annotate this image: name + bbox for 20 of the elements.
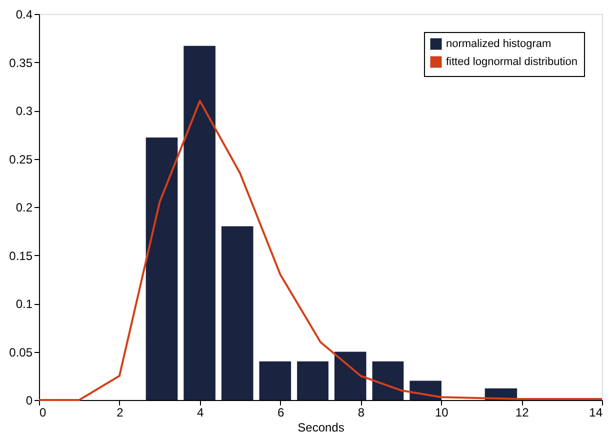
y-tick-label: 0 <box>26 394 33 408</box>
x-tick-label: 6 <box>277 406 284 420</box>
y-tick-label: 0.35 <box>9 56 33 70</box>
legend-label: normalized histogram <box>446 38 552 50</box>
y-tick-label: 0.3 <box>16 104 33 118</box>
x-tick-label: 4 <box>197 406 204 420</box>
x-axis-title: Seconds <box>298 420 344 434</box>
x-tick-label: 10 <box>434 406 449 420</box>
y-tick-label: 0.1 <box>16 297 33 311</box>
x-tick-label: 8 <box>358 406 365 420</box>
x-tick-label: 2 <box>116 406 124 420</box>
x-tick-label: 12 <box>515 406 530 420</box>
y-tick-label: 0.05 <box>9 345 33 360</box>
x-tick-label: 14 <box>589 406 603 420</box>
y-tick-label: 0.4 <box>16 8 33 22</box>
y-tick-label: 0.15 <box>9 248 33 263</box>
legend-label: fitted lognormal distribution <box>446 56 578 68</box>
y-tick-label: 0.25 <box>9 152 33 166</box>
y-tick-label: 0.2 <box>16 200 33 214</box>
x-tick-label: 0 <box>40 406 46 420</box>
